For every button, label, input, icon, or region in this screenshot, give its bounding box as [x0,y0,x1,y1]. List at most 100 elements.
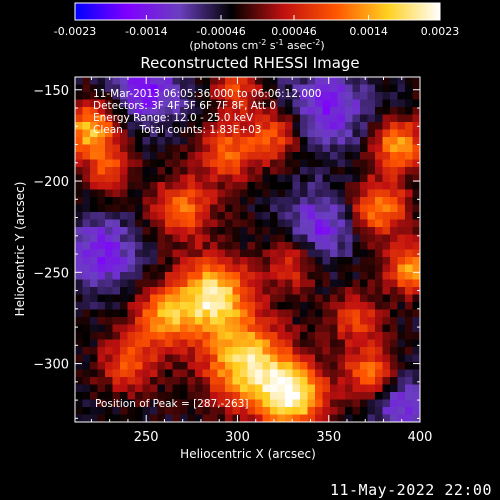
heatmap-cell [240,114,249,123]
heatmap-cell [187,272,196,281]
heatmap-cell [157,242,166,251]
heatmap-cell [375,204,384,213]
heatmap-cell [255,414,264,422]
heatmap-cell [165,197,174,206]
heatmap-cell [300,204,309,213]
heatmap-cell [105,197,114,206]
heatmap-cell [210,114,219,123]
heatmap-cell [210,129,219,138]
heatmap-cell [150,339,159,348]
heatmap-cell [217,384,226,393]
heatmap-cell [405,99,414,108]
heatmap-cell [367,159,376,168]
heatmap-cell [97,107,106,116]
heatmap-cell [292,129,301,138]
heatmap-cell [277,324,286,333]
heatmap-cell [240,407,249,416]
heatmap-cell [165,249,174,258]
heatmap-cell [232,347,241,356]
heatmap-cell [202,369,211,378]
heatmap-cell [90,144,99,153]
heatmap-cell [75,152,84,161]
heatmap-cell [142,264,151,273]
heatmap-cell [157,407,166,416]
heatmap-cell [360,77,369,86]
heatmap-cell [255,84,264,93]
heatmap-cell [345,212,354,221]
heatmap-cell [307,362,316,371]
heatmap-cell [75,92,84,101]
heatmap-cell [135,197,144,206]
heatmap-cell [112,114,121,123]
heatmap-cell [397,212,406,221]
heatmap-cell [187,234,196,243]
heatmap-cell [412,234,420,243]
heatmap-cell [292,167,301,176]
heatmap-cell [255,287,264,296]
heatmap-cell [375,369,384,378]
heatmap-cell [360,249,369,258]
heatmap-cell [165,257,174,266]
heatmap-cell [105,234,114,243]
heatmap-cell [412,107,420,116]
heatmap-cell [150,384,159,393]
heatmap-cell [247,407,256,416]
heatmap-cell [337,287,346,296]
heatmap-cell [375,227,384,236]
heatmap-cell [255,302,264,311]
heatmap-cell [75,242,84,251]
heatmap-cell [232,129,241,138]
heatmap-cell [247,204,256,213]
heatmap-cell [255,324,264,333]
heatmap-cell [172,227,181,236]
heatmap-cell [157,152,166,161]
heatmap-cell [390,189,399,198]
heatmap-cell [322,159,331,168]
heatmap-cell [397,279,406,288]
heatmap-cell [112,324,121,333]
heatmap-cell [390,234,399,243]
heatmap-cell [105,264,114,273]
heatmap-cell [397,92,406,101]
heatmap-cell [277,362,286,371]
heatmap-cell [285,129,294,138]
heatmap-cell [195,189,204,198]
heatmap-cell [330,324,339,333]
heatmap-cell [75,399,84,408]
heatmap-cell [345,227,354,236]
heatmap-cell [307,167,316,176]
heatmap-cell [75,414,84,422]
heatmap-cell [202,317,211,326]
heatmap-cell [322,347,331,356]
heatmap-cell [322,354,331,363]
heatmap-cell [397,309,406,318]
heatmap-cell [405,189,414,198]
heatmap-cell [277,152,286,161]
heatmap-cell [225,92,234,101]
heatmap-cell [142,92,151,101]
heatmap-cell [165,174,174,183]
heatmap-cell [225,129,234,138]
heatmap-cell [105,407,114,416]
heatmap-cell [90,339,99,348]
heatmap-cell [120,84,129,93]
heatmap-cell [390,272,399,281]
heatmap-cell [285,204,294,213]
heatmap-cell [82,122,91,131]
heatmap-cell [337,332,346,341]
heatmap-cell [375,384,384,393]
heatmap-cell [75,227,84,236]
heatmap-cell [225,369,234,378]
heatmap-cell [262,339,271,348]
heatmap-cell [75,324,84,333]
heatmap-cell [105,122,114,131]
heatmap-cell [225,77,234,86]
heatmap-cell [300,392,309,401]
heatmap-cell [187,242,196,251]
heatmap-cell [330,272,339,281]
heatmap-cell [322,399,331,408]
heatmap-cell [195,152,204,161]
heatmap-cell [315,219,324,228]
heatmap-cell [285,354,294,363]
heatmap-cell [360,347,369,356]
